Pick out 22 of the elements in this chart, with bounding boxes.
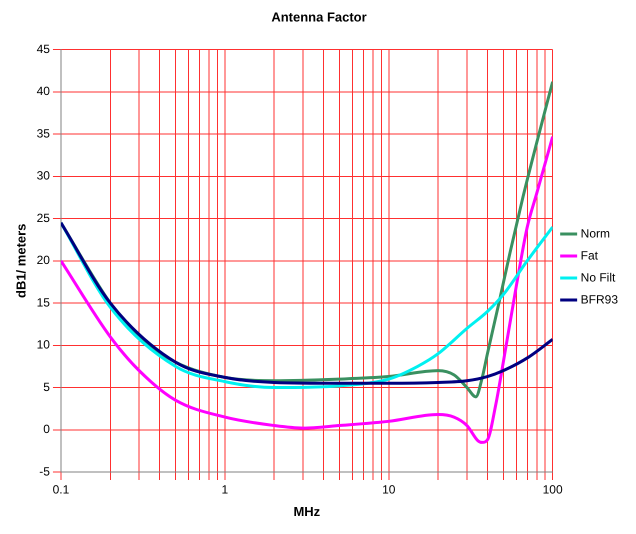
legend-label: BFR93 <box>580 292 618 306</box>
legend-label: Norm <box>580 226 610 240</box>
y-axis-title: dB1/ meters <box>13 224 28 298</box>
y-tick-label: 0 <box>43 422 50 436</box>
y-tick-label: 30 <box>36 168 50 183</box>
chart-title: Antenna Factor <box>271 9 367 24</box>
y-tick-label: -5 <box>39 464 50 478</box>
y-tick-label: 20 <box>36 253 50 268</box>
y-tick-label: 35 <box>36 126 50 140</box>
x-tick-label: 10 <box>382 482 396 497</box>
x-tick-label: 1 <box>222 482 229 497</box>
y-tick-label: 10 <box>36 338 50 352</box>
legend-label: No Filt <box>580 270 616 284</box>
y-tick-label: 5 <box>43 380 50 394</box>
legend-label: Fat <box>580 248 599 262</box>
y-tick-label: 45 <box>36 42 50 56</box>
y-tick-label: 40 <box>36 84 50 98</box>
x-tick-label: 0.1 <box>52 482 70 497</box>
y-tick-label: 25 <box>36 210 50 225</box>
x-tick-label: 100 <box>542 482 563 497</box>
y-tick-label: 15 <box>36 295 50 310</box>
x-axis-title: MHz <box>293 504 321 519</box>
